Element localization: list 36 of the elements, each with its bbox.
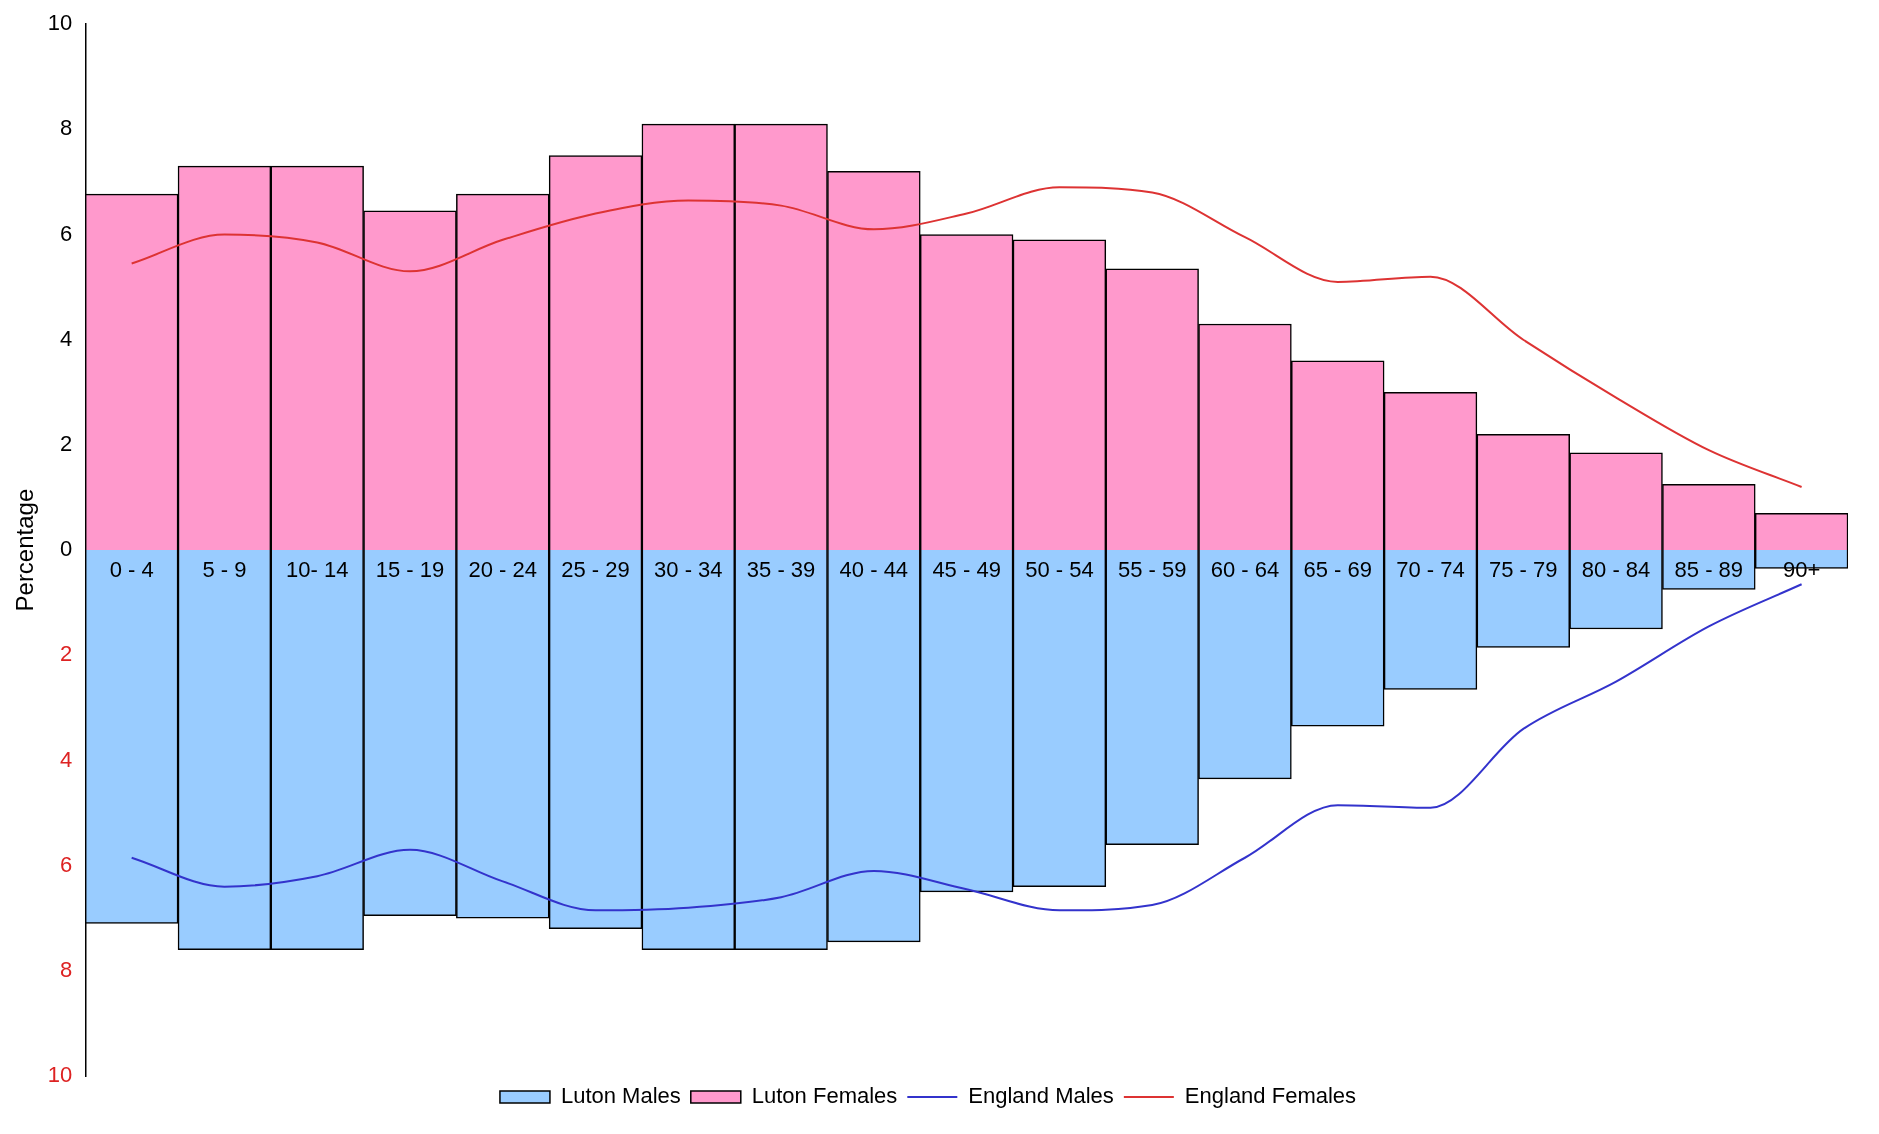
line-series [130,583,1803,912]
legend-label: England Females [1184,1083,1357,1109]
legend-label: Luton Females [751,1083,898,1109]
legend-label: England Males [968,1083,1114,1109]
x-tick-label: 80 - 84 [1581,557,1651,583]
y-tick-label: 6 [60,220,73,246]
x-tick-label: 60 - 64 [1210,557,1280,583]
x-tick-label: 0 - 4 [109,557,154,583]
x-tick-label: 20 - 24 [468,557,538,583]
y-tick-label: 0 [60,536,73,562]
y-tick-label: 4 [60,325,73,351]
x-tick-label: 55 - 59 [1117,557,1187,583]
y-tick-label: 10 [47,10,73,36]
x-tick-label: 65 - 69 [1303,557,1372,583]
x-tick-label: 75 - 79 [1489,557,1558,583]
x-tick-label: 5 - 9 [202,557,247,583]
y-tick-label: 2 [60,641,73,667]
x-tick-label: 50 - 54 [1025,557,1094,583]
y-axis-title: Percentage [11,488,39,612]
y-tick-label: 6 [60,851,73,877]
line-series [130,186,1803,488]
x-tick-label: 10- 14 [286,557,349,583]
x-tick-label: 45 - 49 [932,557,1001,583]
y-tick-label: 8 [60,115,73,141]
x-tick-label: 70 - 74 [1396,557,1465,583]
x-tick-label: 15 - 19 [375,557,445,583]
x-tick-label: 85 - 89 [1674,557,1744,583]
x-tick-label: 25 - 29 [561,557,630,583]
y-tick-label: 8 [60,956,73,982]
x-tick-label: 40 - 44 [839,557,909,583]
x-tick-label: 30 - 34 [654,557,723,583]
x-tick-label: 35 - 39 [746,557,816,583]
y-tick-label: 10 [47,1062,73,1088]
y-tick-label: 2 [60,430,73,456]
legend-label: Luton Males [560,1083,681,1109]
y-tick-label: 4 [60,746,73,772]
